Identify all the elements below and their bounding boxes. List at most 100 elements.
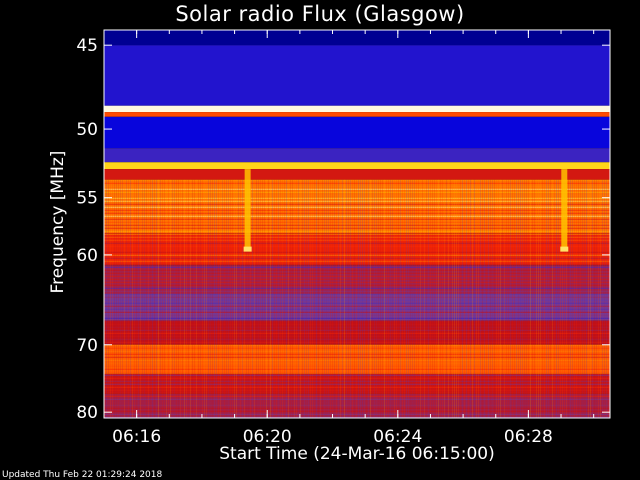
- time-streak: [596, 179, 597, 418]
- time-streak: [478, 179, 479, 418]
- time-streak: [270, 179, 271, 418]
- spectral-line: [104, 194, 610, 196]
- time-streak: [178, 179, 179, 418]
- time-streak: [500, 179, 501, 418]
- time-streak: [524, 179, 525, 418]
- time-streak: [608, 179, 609, 418]
- spectral-line: [104, 350, 610, 352]
- time-streak: [374, 179, 375, 418]
- time-streak: [248, 179, 249, 418]
- frequency-band: [104, 112, 610, 117]
- time-streak: [462, 179, 463, 418]
- spectral-line: [104, 371, 610, 373]
- time-streak: [510, 179, 511, 418]
- spectral-line: [104, 179, 610, 181]
- time-streak: [160, 179, 161, 418]
- time-streak: [516, 179, 517, 418]
- spectral-line: [104, 290, 610, 292]
- time-streak: [592, 179, 593, 418]
- time-streak: [234, 179, 235, 418]
- time-streak: [528, 179, 529, 418]
- time-streak: [120, 179, 121, 418]
- time-streak: [164, 179, 165, 418]
- time-streak: [326, 179, 327, 418]
- time-streak: [602, 179, 603, 418]
- time-streak: [444, 179, 445, 418]
- time-streak: [210, 179, 211, 418]
- time-streak: [304, 179, 305, 418]
- time-streak: [336, 179, 337, 418]
- time-streak: [300, 179, 301, 418]
- time-streak: [472, 179, 473, 418]
- time-streak: [534, 179, 535, 418]
- time-streak: [540, 179, 541, 418]
- time-streak: [576, 179, 577, 418]
- time-streak: [450, 179, 451, 418]
- frequency-band: [104, 116, 610, 149]
- time-streak: [302, 179, 303, 418]
- spectral-line: [104, 227, 610, 229]
- time-streak: [322, 179, 323, 418]
- time-streak: [586, 179, 587, 418]
- time-streak: [584, 179, 585, 418]
- time-streak: [152, 179, 153, 418]
- frequency-band: [104, 179, 610, 234]
- time-streak: [344, 179, 345, 418]
- spectral-line: [104, 278, 610, 280]
- time-streak: [238, 179, 239, 418]
- time-streak: [134, 179, 135, 418]
- time-streak: [174, 179, 175, 418]
- time-streak: [328, 179, 329, 418]
- spectral-line: [104, 323, 610, 325]
- y-tick-label: 45: [76, 36, 98, 56]
- time-streak: [588, 179, 589, 418]
- time-streak: [474, 179, 475, 418]
- time-streak: [298, 179, 299, 418]
- spectral-line: [104, 215, 610, 217]
- time-streak: [570, 179, 571, 418]
- time-streak: [582, 179, 583, 418]
- time-streak: [482, 179, 483, 418]
- spectral-line: [104, 356, 610, 358]
- spectral-line: [104, 197, 610, 199]
- time-streak: [150, 179, 151, 418]
- time-streak: [544, 179, 545, 418]
- time-streak: [132, 179, 133, 418]
- spectral-line: [104, 218, 610, 220]
- time-streak: [426, 179, 427, 418]
- time-streak: [492, 179, 493, 418]
- time-streak: [552, 179, 553, 418]
- spectral-line: [104, 314, 610, 316]
- spectral-line: [104, 308, 610, 310]
- time-streak: [448, 179, 449, 418]
- time-streak: [394, 179, 395, 418]
- time-streak: [454, 179, 455, 418]
- time-streak: [390, 179, 391, 418]
- time-streak: [258, 179, 259, 418]
- time-streak: [604, 179, 605, 418]
- time-streak: [506, 179, 507, 418]
- time-streak: [520, 179, 521, 418]
- spectral-line: [104, 386, 610, 388]
- spectral-line: [104, 260, 610, 262]
- time-streak: [358, 179, 359, 418]
- time-streak: [352, 179, 353, 418]
- time-streak: [522, 179, 523, 418]
- time-streak: [198, 179, 199, 418]
- time-streak: [136, 179, 137, 418]
- spectral-line: [104, 317, 610, 319]
- time-streak: [330, 179, 331, 418]
- time-streak: [546, 179, 547, 418]
- spectral-line: [104, 311, 610, 313]
- time-streak: [266, 179, 267, 418]
- time-streak: [122, 179, 123, 418]
- time-streak: [338, 179, 339, 418]
- time-streak: [268, 179, 269, 418]
- time-streak: [350, 179, 351, 418]
- spectral-line: [104, 320, 610, 322]
- spectral-line: [104, 272, 610, 274]
- frequency-band: [104, 169, 610, 180]
- time-streak: [170, 179, 171, 418]
- spectral-line: [104, 221, 610, 223]
- spectral-line: [104, 335, 610, 337]
